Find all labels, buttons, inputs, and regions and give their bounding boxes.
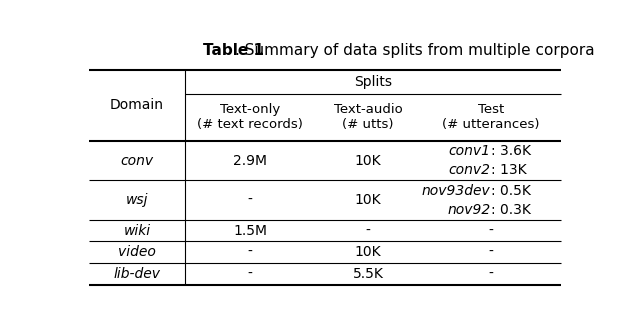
Text: : 0.3K: : 0.3K	[491, 202, 531, 217]
Text: 1.5M: 1.5M	[233, 224, 267, 238]
Text: -: -	[247, 193, 252, 207]
Text: Table 1: Table 1	[203, 43, 264, 58]
Text: 10K: 10K	[354, 193, 381, 207]
Text: video: video	[118, 245, 156, 259]
Text: -: -	[247, 267, 252, 281]
Text: Test
(# utterances): Test (# utterances)	[442, 103, 540, 132]
Text: : 13K: : 13K	[491, 163, 526, 177]
Text: nov92: nov92	[448, 202, 491, 217]
Text: wsj: wsj	[126, 193, 148, 207]
Text: -: -	[488, 267, 493, 281]
Text: conv2: conv2	[449, 163, 491, 177]
Text: Text-only
(# text records): Text-only (# text records)	[197, 103, 303, 132]
Text: -: -	[247, 245, 252, 259]
Text: lib-dev: lib-dev	[113, 267, 160, 281]
Text: : 3.6K: : 3.6K	[491, 144, 531, 158]
Text: 10K: 10K	[354, 245, 381, 259]
Text: Domain: Domain	[110, 98, 164, 112]
Text: conv: conv	[120, 154, 153, 168]
Text: : 0.5K: : 0.5K	[491, 184, 531, 198]
Text: conv1: conv1	[449, 144, 491, 158]
Text: . Summary of data splits from multiple corpora: . Summary of data splits from multiple c…	[235, 43, 595, 58]
Text: nov93dev: nov93dev	[422, 184, 491, 198]
Text: 10K: 10K	[354, 154, 381, 168]
Text: -: -	[488, 245, 493, 259]
Text: Text-audio
(# utts): Text-audio (# utts)	[333, 103, 403, 132]
Text: 2.9M: 2.9M	[233, 154, 267, 168]
Text: 5.5K: 5.5K	[353, 267, 384, 281]
Text: -: -	[488, 224, 493, 238]
Text: Splits: Splits	[354, 75, 392, 89]
Text: wiki: wiki	[124, 224, 150, 238]
Text: -: -	[365, 224, 370, 238]
